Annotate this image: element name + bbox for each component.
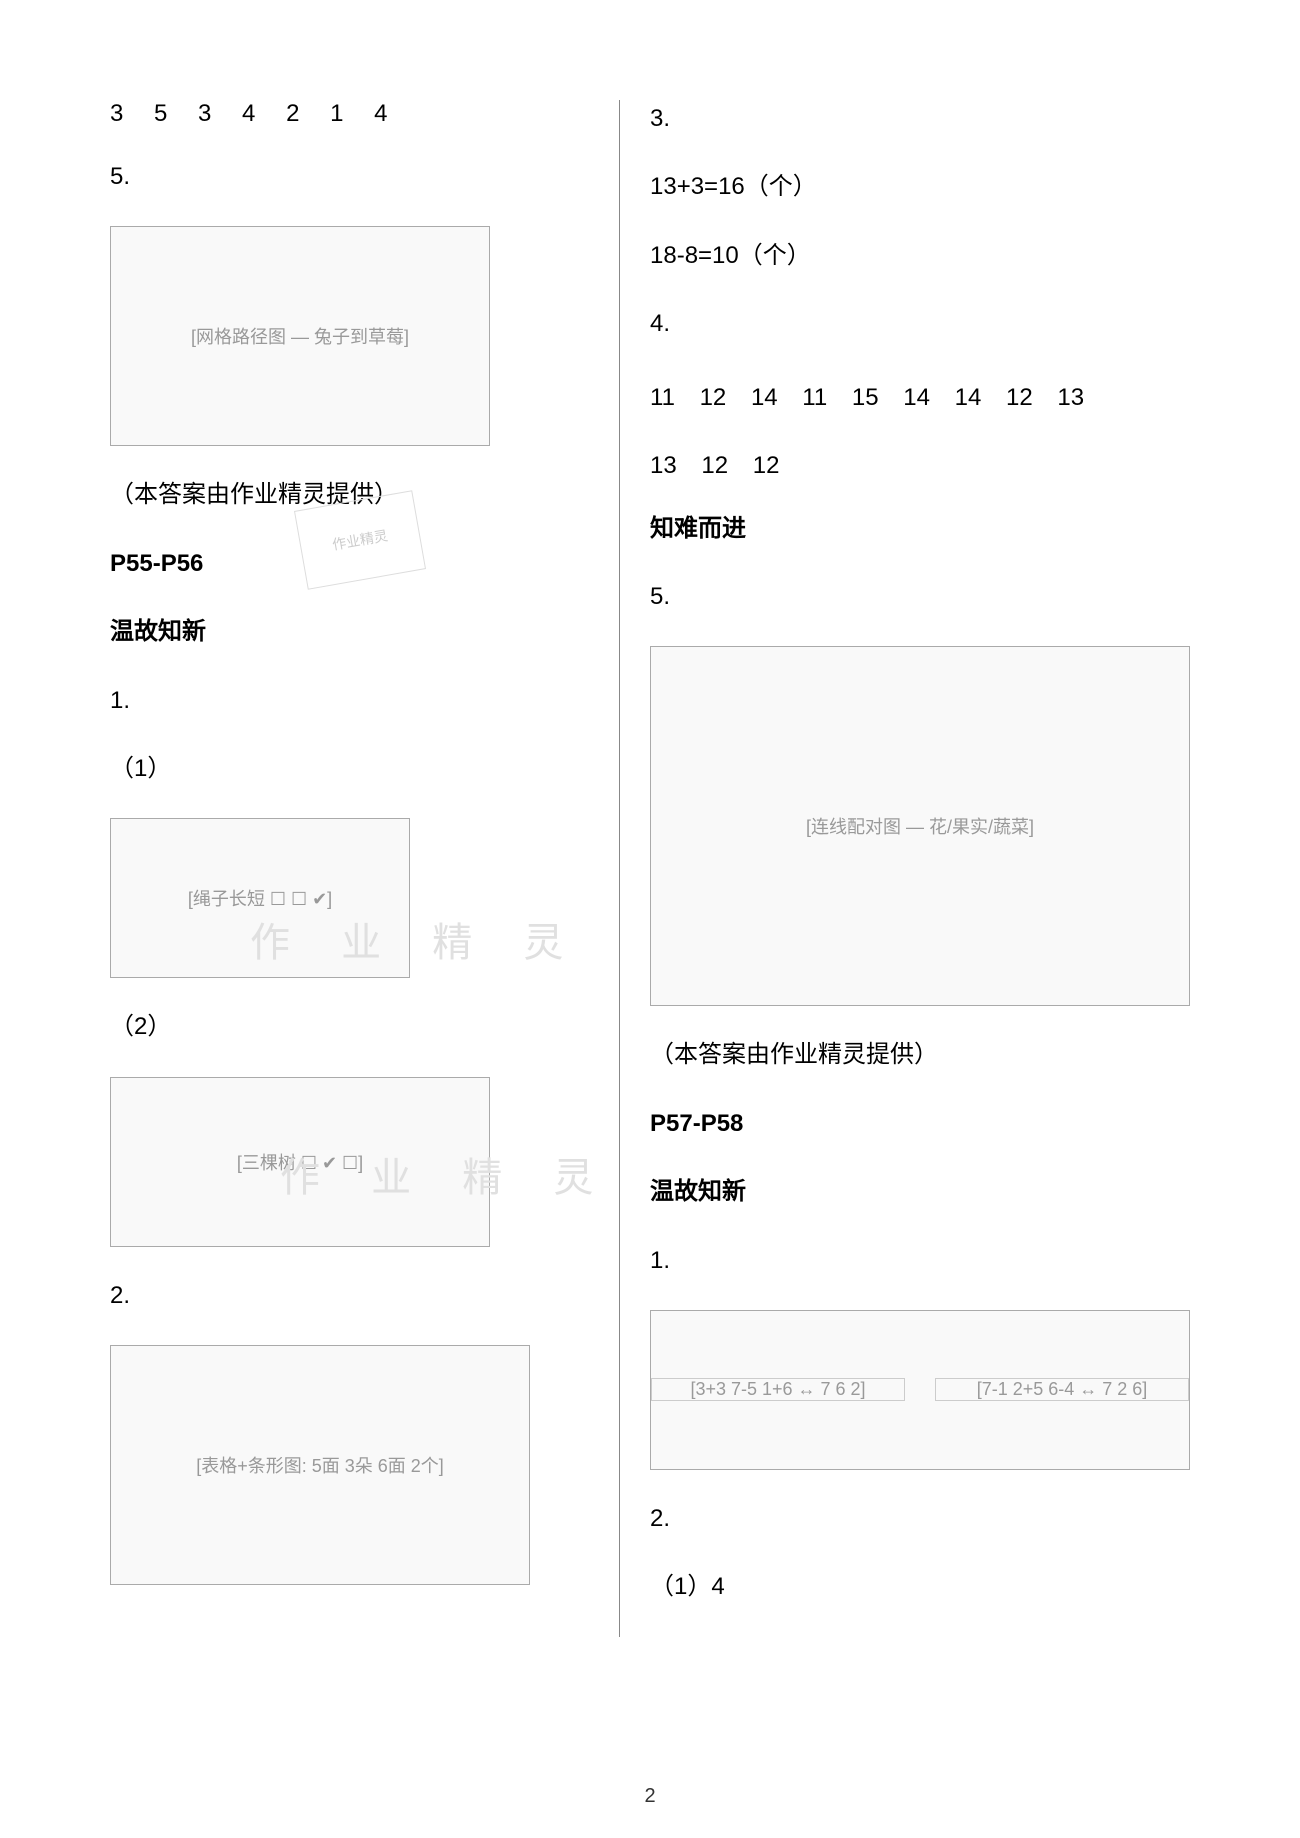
question-2-right: 2. [650,1500,1190,1538]
credit-text-right: （本答案由作业精灵提供） [650,1036,1190,1074]
equation-2: 18-8=10（个） [650,237,1190,275]
page-range-right: P57-P58 [650,1105,1190,1143]
section-heading: 温故知新 [110,613,589,651]
question-4: 4. [650,305,1190,343]
page-number: 2 [644,1785,655,1808]
section-heading-2: 知难而进 [650,510,1190,548]
numbers-row-1: 11 12 14 11 15 14 14 12 13 [650,374,1190,422]
question-1: 1. [110,682,589,720]
section-heading-3: 温故知新 [650,1173,1190,1211]
question-5-right: 5. [650,578,1190,616]
grid-path-image: [网格路径图 — 兔子到草莓] [110,226,490,446]
sub-2: （2） [110,1008,589,1046]
right-column: 3. 13+3=16（个） 18-8=10（个） 4. 11 12 14 11 … [620,100,1210,1637]
left-column: 3 5 3 4 2 1 4 5. [网格路径图 — 兔子到草莓] （本答案由作业… [90,100,620,1637]
sub-1: （1） [110,750,589,788]
line-match-right: [7-1 2+5 6-4 ↔ 7 2 6] [935,1378,1189,1401]
credit-text: （本答案由作业精灵提供） [110,476,589,514]
question-5: 5. [110,158,589,196]
line-match-image: [3+3 7-5 1+6 ↔ 7 6 2] [7-1 2+5 6-4 ↔ 7 2… [650,1310,1190,1470]
question-3: 3. [650,100,1190,138]
trees-image: [三棵树 ☐ ✔ ☐] [110,1077,490,1247]
question-1-right: 1. [650,1242,1190,1280]
equation-1: 13+3=16（个） [650,168,1190,206]
number-row: 3 5 3 4 2 1 4 [110,100,589,128]
line-match-left: [3+3 7-5 1+6 ↔ 7 6 2] [651,1378,905,1401]
ropes-image: [绳子长短 ☐ ☐ ✔] [110,818,410,978]
question-2: 2. [110,1277,589,1315]
numbers-row-2: 13 12 12 [650,442,1190,490]
sub-1-4: （1）4 [650,1568,1190,1606]
matching-image: [连线配对图 — 花/果实/蔬菜] [650,646,1190,1006]
table-bar-image: [表格+条形图: 5面 3朵 6面 2个] [110,1345,530,1585]
page-range: P55-P56 [110,545,589,583]
